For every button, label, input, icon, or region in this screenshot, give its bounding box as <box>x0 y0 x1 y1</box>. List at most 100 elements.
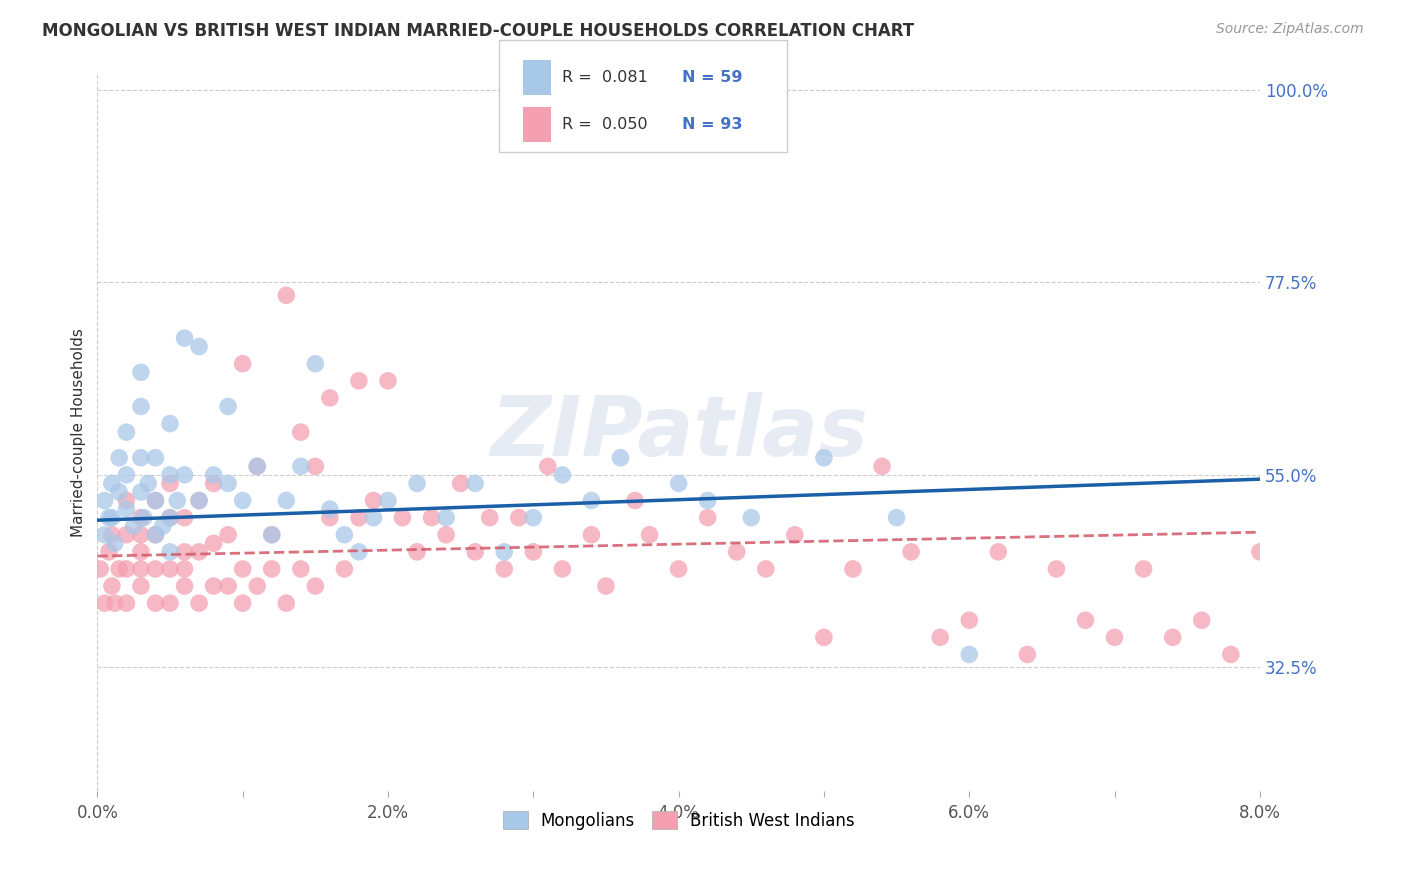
Point <box>232 562 254 576</box>
Point <box>494 562 516 576</box>
Point <box>232 493 254 508</box>
Point <box>581 493 603 508</box>
Point <box>145 527 167 541</box>
Point <box>260 562 283 576</box>
Point <box>104 596 127 610</box>
Text: R =  0.081: R = 0.081 <box>562 70 648 85</box>
Point <box>870 459 893 474</box>
Text: ZIPatlas: ZIPatlas <box>489 392 868 473</box>
Point <box>347 545 370 559</box>
Point <box>1191 613 1213 627</box>
Point <box>290 562 312 576</box>
Point <box>173 579 195 593</box>
Point <box>668 562 690 576</box>
Point <box>696 493 718 508</box>
Point <box>260 527 283 541</box>
Point <box>188 545 211 559</box>
Point <box>136 476 159 491</box>
Point <box>159 417 181 431</box>
Point <box>159 545 181 559</box>
Point <box>122 519 145 533</box>
Point <box>377 374 399 388</box>
Point <box>1074 613 1097 627</box>
Text: N = 59: N = 59 <box>682 70 742 85</box>
Point <box>173 467 195 482</box>
Point <box>363 510 385 524</box>
Point <box>276 596 298 610</box>
Point <box>319 510 342 524</box>
Point <box>842 562 865 576</box>
Point <box>93 596 115 610</box>
Point <box>129 545 152 559</box>
Point <box>1219 648 1241 662</box>
Point <box>188 340 211 354</box>
Point <box>987 545 1010 559</box>
Point <box>478 510 501 524</box>
Point <box>98 510 121 524</box>
Y-axis label: Married-couple Households: Married-couple Households <box>72 327 86 537</box>
Point <box>159 476 181 491</box>
Point <box>232 357 254 371</box>
Point <box>783 527 806 541</box>
Point <box>217 400 239 414</box>
Point <box>115 467 138 482</box>
Point <box>1132 562 1154 576</box>
Point <box>159 596 181 610</box>
Point <box>173 562 195 576</box>
Point <box>508 510 530 524</box>
Point <box>304 459 326 474</box>
Point <box>115 527 138 541</box>
Point <box>1161 631 1184 645</box>
Point <box>1249 545 1271 559</box>
Point <box>101 476 124 491</box>
Point <box>115 596 138 610</box>
Legend: Mongolians, British West Indians: Mongolians, British West Indians <box>498 806 859 835</box>
Point <box>464 476 486 491</box>
Point <box>333 562 356 576</box>
Point <box>202 476 225 491</box>
Point <box>145 596 167 610</box>
Point <box>957 648 980 662</box>
Point <box>696 510 718 524</box>
Point <box>420 510 443 524</box>
Point <box>108 485 131 500</box>
Point <box>115 562 138 576</box>
Point <box>260 527 283 541</box>
Point <box>93 493 115 508</box>
Point <box>1017 648 1039 662</box>
Point <box>145 562 167 576</box>
Point <box>450 476 472 491</box>
Point <box>304 579 326 593</box>
Point <box>188 493 211 508</box>
Point <box>725 545 748 559</box>
Point <box>159 510 181 524</box>
Point <box>173 545 195 559</box>
Point <box>551 562 574 576</box>
Point <box>129 579 152 593</box>
Point <box>276 288 298 302</box>
Point <box>145 450 167 465</box>
Point <box>624 493 647 508</box>
Point <box>145 527 167 541</box>
Point <box>145 493 167 508</box>
Point <box>957 613 980 627</box>
Point <box>115 502 138 516</box>
Point <box>900 545 922 559</box>
Point <box>319 502 342 516</box>
Point <box>98 545 121 559</box>
Point <box>246 579 269 593</box>
Text: Source: ZipAtlas.com: Source: ZipAtlas.com <box>1216 22 1364 37</box>
Point <box>89 562 111 576</box>
Point <box>522 545 544 559</box>
Point <box>217 476 239 491</box>
Point <box>129 527 152 541</box>
Point <box>101 579 124 593</box>
Point <box>202 467 225 482</box>
Point <box>93 527 115 541</box>
Point <box>333 527 356 541</box>
Point <box>129 562 152 576</box>
Point <box>152 519 174 533</box>
Point <box>347 510 370 524</box>
Point <box>319 391 342 405</box>
Point <box>581 527 603 541</box>
